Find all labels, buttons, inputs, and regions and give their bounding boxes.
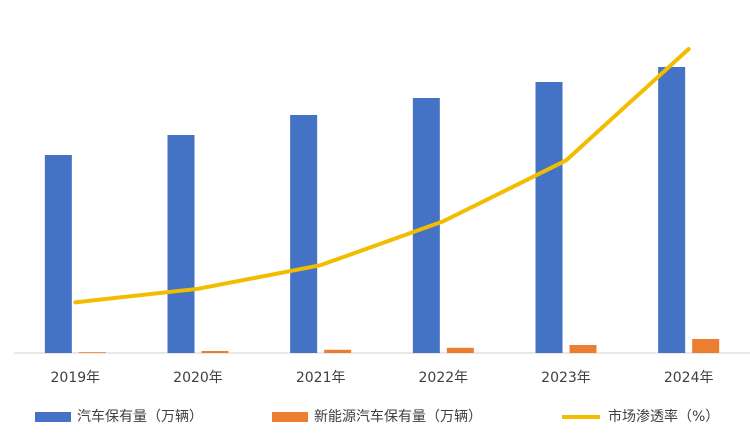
legend-label: 新能源汽车保有量（万辆）	[314, 408, 482, 425]
bar	[78, 352, 106, 353]
x-tick-label: 2023年	[541, 370, 591, 386]
bar	[692, 339, 720, 353]
bar	[658, 67, 686, 353]
x-tick-label: 2024年	[664, 370, 714, 386]
bar	[167, 135, 195, 353]
bar	[324, 349, 352, 353]
bar	[290, 115, 318, 353]
x-tick-label: 2019年	[51, 370, 101, 386]
x-tick-label: 2020年	[173, 370, 223, 386]
bar	[569, 345, 597, 353]
bar	[446, 347, 474, 353]
x-tick-label: 2022年	[419, 370, 469, 386]
bar	[535, 82, 563, 353]
bar	[44, 155, 72, 353]
line	[73, 47, 691, 305]
legend-label: 市场渗透率（%）	[608, 408, 719, 425]
x-tick-label: 2021年	[296, 370, 346, 386]
legend-swatch	[272, 412, 308, 422]
legend-swatch	[35, 412, 71, 422]
legend-label: 汽车保有量（万辆）	[77, 408, 203, 425]
bar	[201, 351, 229, 353]
